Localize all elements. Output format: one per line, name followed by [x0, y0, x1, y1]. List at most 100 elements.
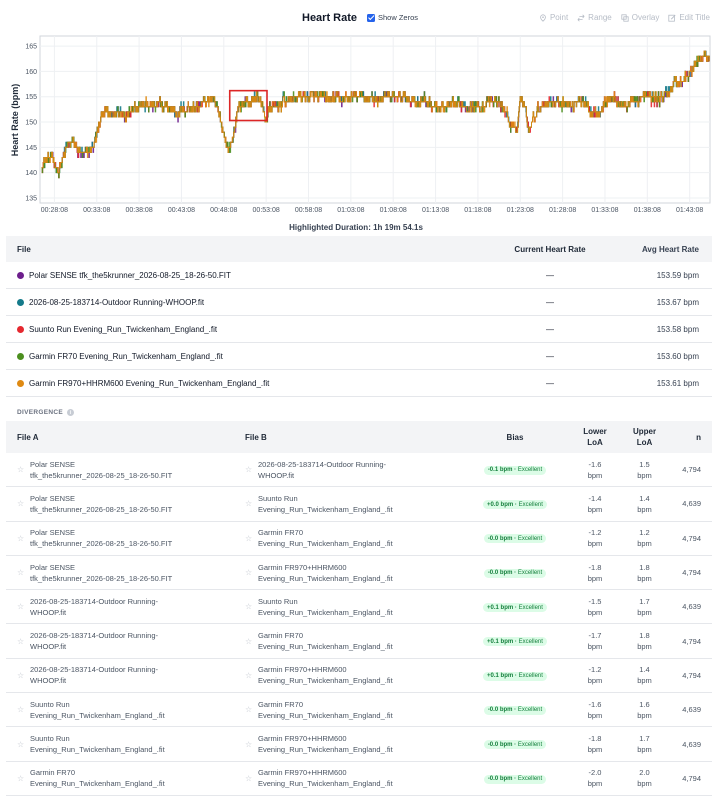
- file-row[interactable]: Garmin FR970+HHRM600 Evening_Run_Twicken…: [6, 370, 712, 397]
- star-icon[interactable]: ☆: [17, 636, 25, 646]
- show-zeros-toggle[interactable]: Show Zeros: [367, 13, 418, 22]
- upper-loa-unit: bpm: [637, 676, 652, 686]
- chart-toolbar: Heart Rate Show Zeros Point Range Overla…: [0, 0, 712, 34]
- file-b-line2: Evening_Run_Twickenham_England_.fit: [258, 710, 393, 720]
- x-tick-label: 00:48:08: [210, 207, 237, 214]
- n-cell: 4,794: [682, 533, 701, 543]
- file-b-line1: Garmin FR970+HHRM600: [258, 562, 347, 572]
- star-icon[interactable]: ☆: [245, 636, 253, 646]
- file-a-line2: WHOOP.fit: [30, 642, 67, 652]
- divergence-row[interactable]: ☆ Garmin FR70 Evening_Run_Twickenham_Engla…: [6, 762, 712, 796]
- divergence-row[interactable]: ☆ Polar SENSE tfk_the5krunner_2026-08-25_1…: [6, 522, 712, 556]
- divergence-row[interactable]: ☆ Suunto Run Evening_Run_Twickenham_Englan…: [6, 693, 712, 728]
- info-icon[interactable]: i: [66, 409, 74, 416]
- divergence-row[interactable]: ☆ 2026-08-25-183714-Outdoor Running- WHOOP…: [6, 624, 712, 659]
- divergence-row[interactable]: ☆ Suunto Run Evening_Run_Twickenham_Englan…: [6, 727, 712, 762]
- lower-loa-value: -1.5: [588, 596, 602, 606]
- star-icon[interactable]: ☆: [245, 533, 253, 543]
- file-a-column-header[interactable]: File A: [17, 432, 39, 442]
- lower-loa-header-line1: Lower: [583, 427, 607, 436]
- upper-loa-header-line1: Upper: [632, 427, 657, 436]
- y-tick-label: 155: [25, 94, 37, 101]
- bias-column-header[interactable]: Bias: [506, 432, 524, 442]
- file-b-line1: Garmin FR70: [258, 528, 304, 538]
- bias-value: +0.1 bpm: [487, 638, 514, 645]
- file-row[interactable]: 2026-08-25-183714-Outdoor Running-WHOOP.…: [6, 289, 712, 316]
- divergence-row[interactable]: ☆ Polar SENSE tfk_the5krunner_2026-08-25_1…: [6, 453, 712, 488]
- file-b-cell: ☆ Garmin FR70 Evening_Run_Twickenham_Engla…: [234, 699, 461, 721]
- file-a-cell: ☆ 2026-08-25-183714-Outdoor Running- WHOOP…: [6, 630, 234, 652]
- star-icon[interactable]: ☆: [245, 705, 253, 715]
- file-b-name: Garmin FR70 Evening_Run_Twickenham_Englan…: [258, 630, 393, 652]
- file-row[interactable]: Garmin FR70 Evening_Run_Twickenham_Engla…: [6, 343, 712, 370]
- upper-loa-unit: bpm: [637, 607, 652, 617]
- star-icon[interactable]: ☆: [245, 670, 253, 680]
- divergence-row[interactable]: ☆ Polar SENSE tfk_the5krunner_2026-08-25_1…: [6, 487, 712, 522]
- file-b-cell: ☆ 2026-08-25-183714-Outdoor Running- WHOOP…: [234, 459, 461, 481]
- file-b-line2: Evening_Run_Twickenham_England_.fit: [258, 745, 393, 755]
- highlight-range-box[interactable]: [228, 89, 268, 122]
- current-heart-rate: —: [546, 351, 554, 361]
- file-a-line1: 2026-08-25-183714-Outdoor Running-: [30, 631, 159, 641]
- avg-heart-rate: 153.58 bpm: [656, 324, 699, 334]
- star-icon[interactable]: ☆: [245, 499, 253, 509]
- file-row[interactable]: Suunto Run Evening_Run_Twickenham_Englan…: [6, 316, 712, 343]
- bias-badge: -0.0 bpm · Excellent: [483, 568, 547, 578]
- star-icon[interactable]: ☆: [245, 773, 253, 783]
- file-b-line1: Suunto Run: [258, 493, 298, 503]
- y-tick-label: 165: [25, 44, 37, 51]
- lower-loa-column-header[interactable]: Lower LoA: [569, 426, 621, 448]
- file-a-cell: ☆ Garmin FR70 Evening_Run_Twickenham_Engla…: [6, 767, 234, 789]
- bias-cell: +0.1 bpm · Excellent: [461, 636, 569, 647]
- divergence-row[interactable]: ☆ 2026-08-25-183714-Outdoor Running- WHOOP…: [6, 659, 712, 694]
- star-icon[interactable]: ☆: [17, 602, 25, 612]
- upper-loa-value: 1.4: [639, 665, 650, 675]
- file-row[interactable]: Polar SENSE tfk_the5krunner_2026-08-25_1…: [6, 262, 712, 289]
- n-cell: 4,639: [682, 602, 701, 612]
- file-a-line2: tfk_the5krunner_2026-08-25_18-26-50.FIT: [30, 539, 173, 549]
- lower-loa-value: -1.2: [588, 665, 602, 675]
- edit-title-button[interactable]: Edit Title: [668, 13, 710, 22]
- bias-level: Excellent: [518, 673, 543, 680]
- file-a-cell: ☆ Suunto Run Evening_Run_Twickenham_Englan…: [6, 699, 234, 721]
- upper-loa-column-header[interactable]: Upper LoA: [621, 426, 668, 448]
- star-icon[interactable]: ☆: [245, 465, 253, 475]
- star-icon[interactable]: ☆: [17, 705, 25, 715]
- n-column-header[interactable]: n: [696, 432, 701, 442]
- file-b-name: Suunto Run Evening_Run_Twickenham_England…: [258, 596, 393, 618]
- chart-title[interactable]: Heart Rate: [302, 12, 358, 24]
- star-icon[interactable]: ☆: [17, 465, 25, 475]
- star-icon[interactable]: ☆: [17, 739, 25, 749]
- bias-cell: -0.0 bpm · Excellent: [461, 704, 569, 715]
- star-icon[interactable]: ☆: [245, 568, 253, 578]
- star-icon[interactable]: ☆: [245, 739, 253, 749]
- range-tool-button[interactable]: Range: [577, 13, 612, 22]
- divergence-row[interactable]: ☆ 2026-08-25-183714-Outdoor Running- WHOOP…: [6, 590, 712, 625]
- show-zeros-checkbox[interactable]: [367, 13, 375, 22]
- overlay-tool-button[interactable]: Overlay: [621, 13, 659, 22]
- upper-loa-cell: 1.6 bpm: [621, 699, 668, 721]
- divergence-row[interactable]: ☆ Polar SENSE tfk_the5krunner_2026-08-25_1…: [6, 556, 712, 591]
- star-icon[interactable]: ☆: [17, 773, 25, 783]
- star-icon[interactable]: ☆: [17, 568, 25, 578]
- current-heart-rate: —: [546, 324, 554, 334]
- file-cell: Polar SENSE tfk_the5krunner_2026-08-25_1…: [6, 271, 500, 280]
- upper-loa-value: 1.2: [639, 528, 650, 538]
- file-cell: Garmin FR70 Evening_Run_Twickenham_Engla…: [6, 352, 500, 361]
- lower-loa-unit: bpm: [587, 745, 603, 755]
- upper-loa-unit: bpm: [637, 779, 652, 789]
- file-b-line1: 2026-08-25-183714-Outdoor Running-: [258, 459, 387, 469]
- star-icon[interactable]: ☆: [17, 533, 25, 543]
- point-tool-button[interactable]: Point: [539, 13, 568, 22]
- file-b-column-header[interactable]: File B: [245, 432, 267, 442]
- n-cell: 4,794: [682, 568, 701, 578]
- bias-value: -0.0 bpm: [487, 570, 513, 577]
- star-icon[interactable]: ☆: [17, 499, 25, 509]
- heart-rate-chart[interactable]: 135 140 145 150 155 160 165 00:28:08 00:33:08 00…: [0, 34, 712, 234]
- star-icon[interactable]: ☆: [245, 602, 253, 612]
- lower-loa-unit: bpm: [587, 642, 603, 652]
- upper-loa-unit: bpm: [637, 573, 652, 583]
- edit-title-label: Edit Title: [679, 13, 710, 22]
- star-icon[interactable]: ☆: [17, 670, 25, 680]
